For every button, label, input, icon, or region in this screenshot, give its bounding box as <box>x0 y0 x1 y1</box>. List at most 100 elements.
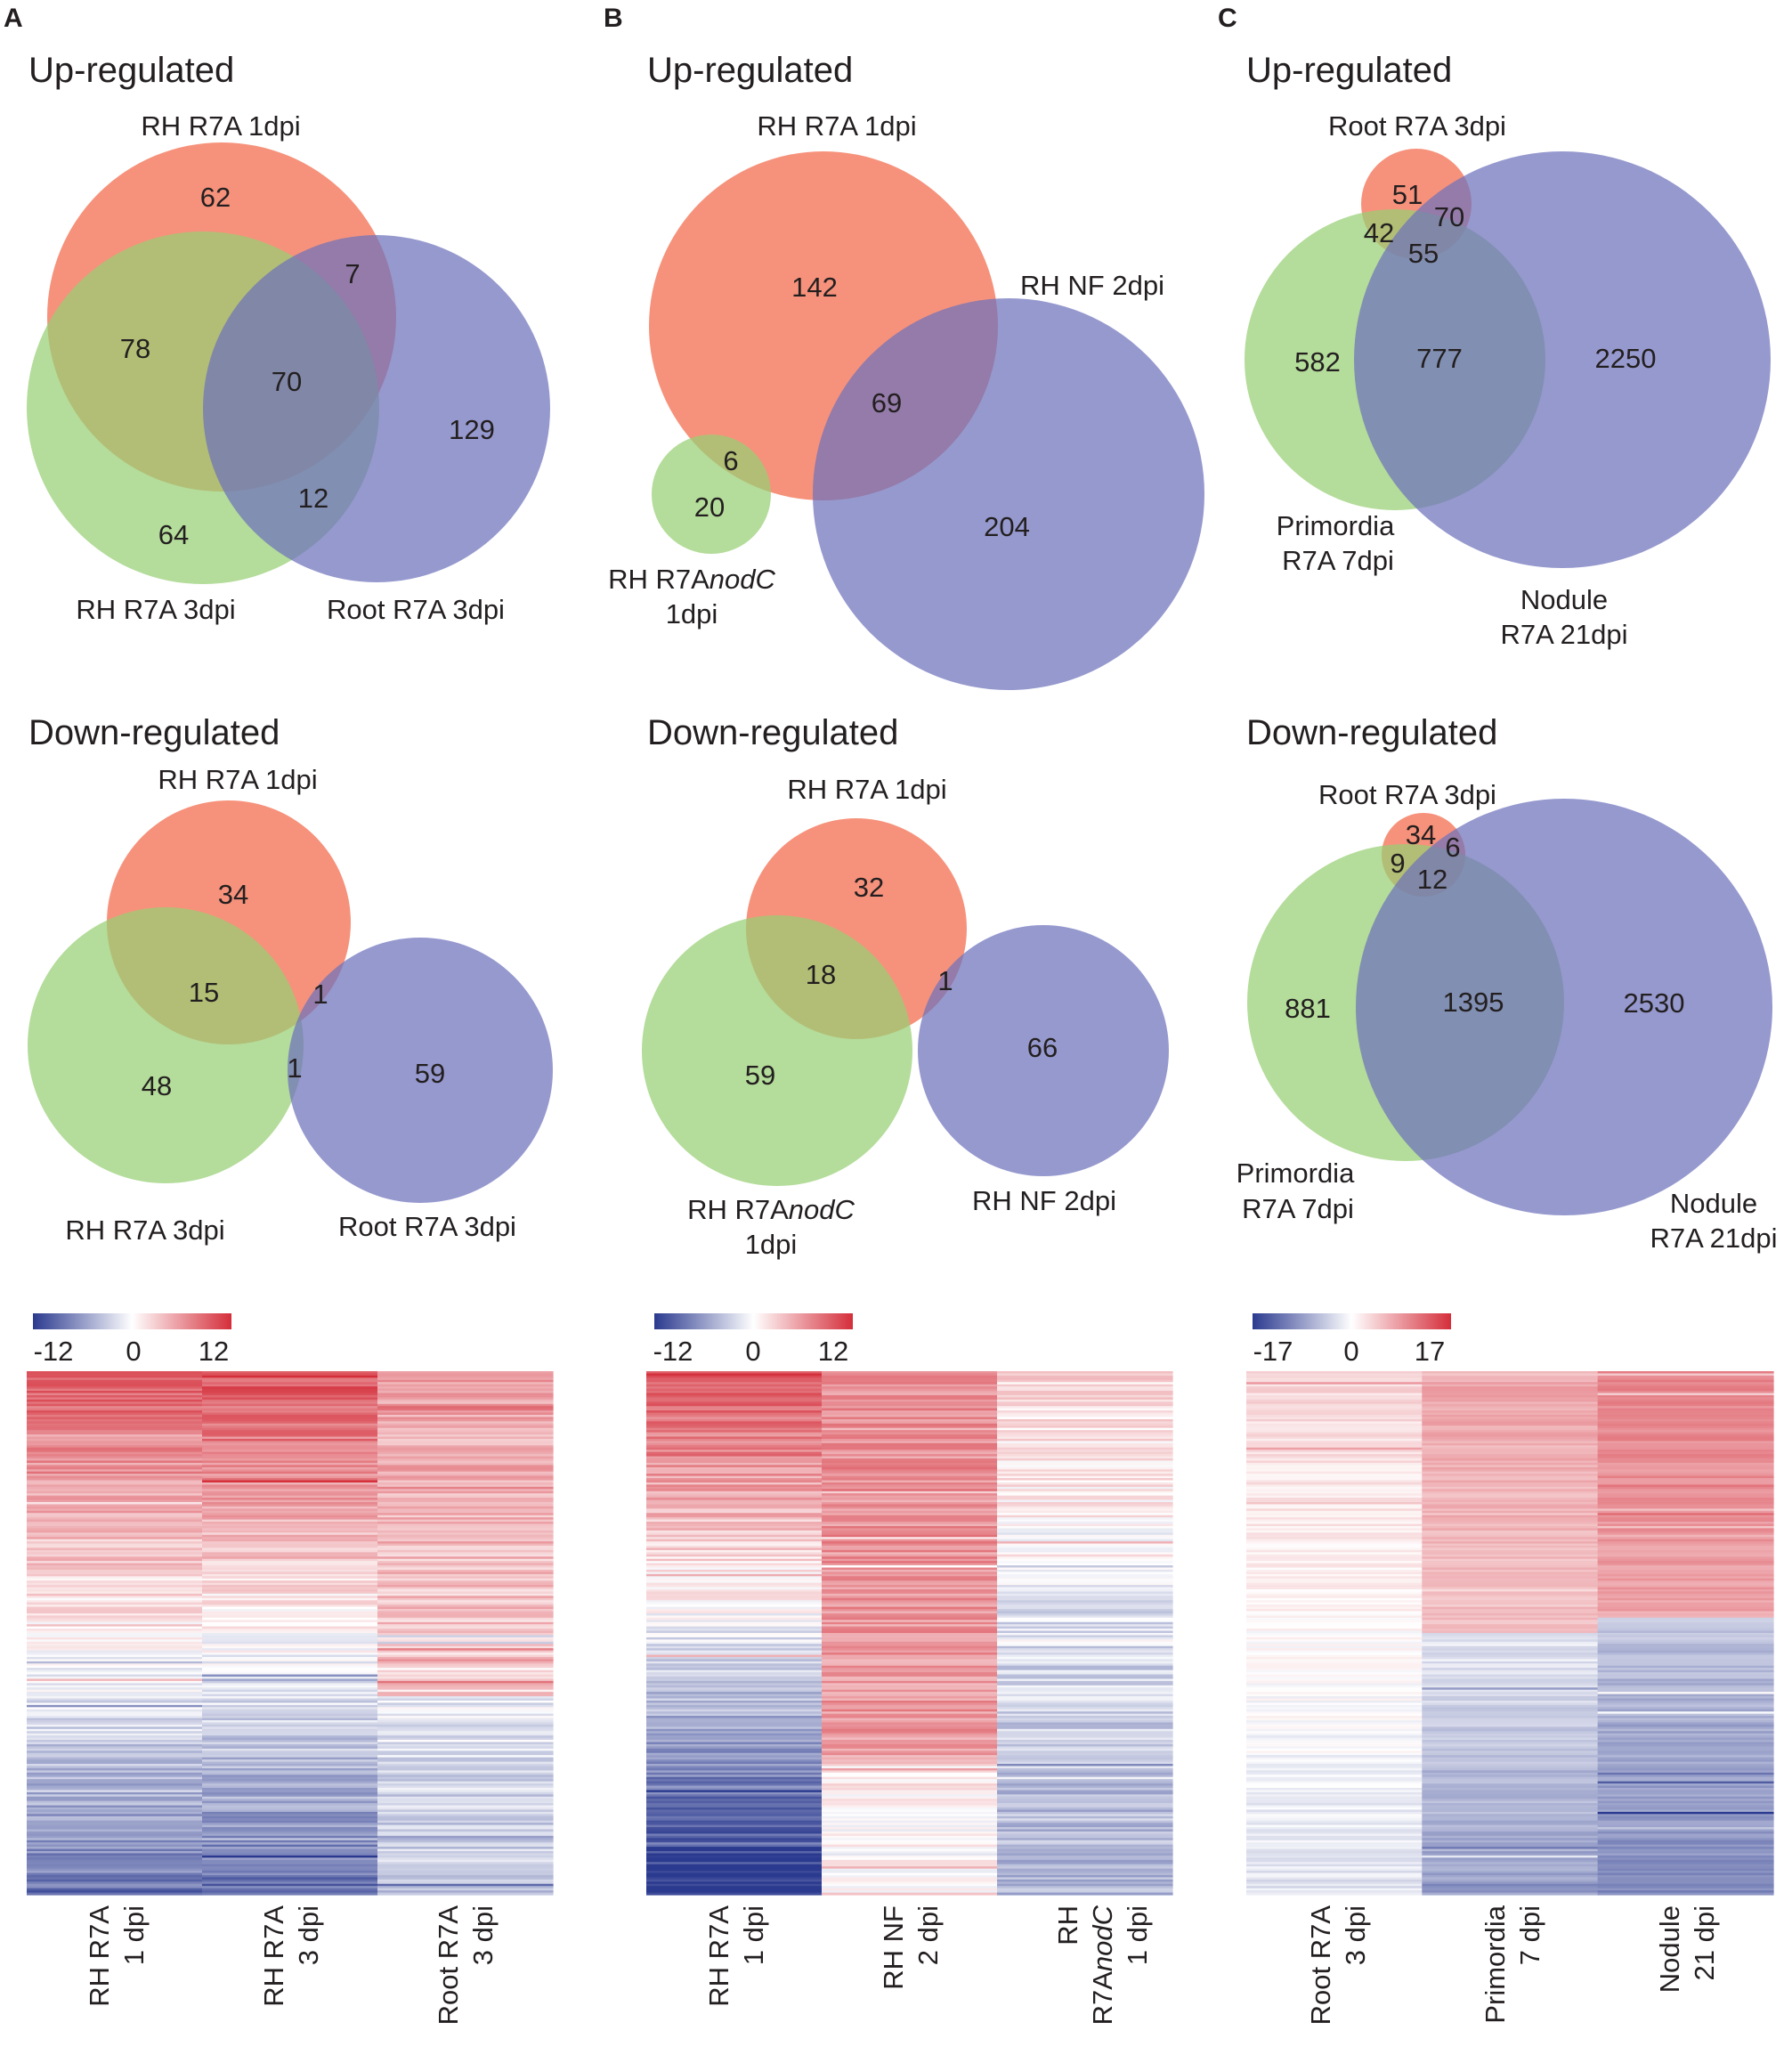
heatmap-cell <box>822 1391 998 1394</box>
heatmap-cell <box>202 1532 378 1536</box>
heatmap-cell <box>1597 1831 1774 1834</box>
heatmap-cell <box>377 1838 554 1841</box>
heatmap-cell <box>646 1653 823 1656</box>
heatmap-cell <box>27 1591 203 1595</box>
venn-b-up: Up-regulated RH R7A 1dpi RH NF 2dpi RH R… <box>608 51 1204 690</box>
heatmap-cell <box>27 1752 203 1756</box>
heatmap-cell <box>1246 1835 1423 1839</box>
heatmap-cell <box>646 1879 823 1882</box>
heatmap-cell <box>1422 1569 1599 1572</box>
heatmap-cell <box>202 1851 378 1855</box>
heatmap-cell <box>202 1781 378 1784</box>
heatmap-cell <box>822 1493 998 1497</box>
heatmap-cell <box>646 1668 823 1671</box>
heatmap-cell <box>1422 1532 1599 1536</box>
heatmap-cell <box>1422 1617 1599 1621</box>
heatmap-cell <box>1422 1580 1599 1584</box>
heatmap-cell <box>1422 1807 1599 1811</box>
heatmap-cell <box>997 1783 1173 1787</box>
heatmap-cell <box>1422 1645 1599 1649</box>
heatmap-cell <box>1422 1620 1599 1623</box>
heatmap-cell <box>202 1502 378 1506</box>
heatmap-cell <box>27 1829 203 1832</box>
heatmap-cell <box>377 1824 554 1828</box>
heatmap-cell <box>1422 1787 1599 1791</box>
heatmap-cell <box>1246 1680 1423 1684</box>
heatmap-cell <box>1422 1827 1599 1831</box>
heatmap-cell <box>997 1508 1173 1512</box>
heatmap-cell <box>822 1648 998 1652</box>
venn-b-up-set2-circle <box>813 298 1204 690</box>
heatmap-cell <box>822 1465 998 1468</box>
heatmap-cell <box>202 1783 378 1787</box>
heatmap-cell <box>1597 1371 1774 1375</box>
heatmap-c-col3-line2: 21 dpi <box>1689 1905 1720 1980</box>
heatmap-cell <box>1246 1506 1423 1509</box>
heatmap-cell <box>646 1772 823 1775</box>
heatmap-cell <box>997 1656 1173 1660</box>
heatmap-cell <box>377 1757 554 1760</box>
heatmap-cell <box>202 1824 378 1828</box>
heatmap-cell <box>27 1805 203 1808</box>
venn-b-down-count: 18 <box>806 959 836 990</box>
heatmap-cell <box>1597 1871 1774 1874</box>
heatmap-cell <box>646 1447 823 1450</box>
heatmap-cell <box>202 1755 378 1759</box>
heatmap-cell <box>27 1515 203 1518</box>
heatmap-cell <box>646 1474 823 1477</box>
heatmap-cell <box>1597 1790 1774 1793</box>
heatmap-cell <box>1422 1635 1599 1638</box>
heatmap-cell <box>1246 1379 1423 1383</box>
heatmap-cell <box>997 1397 1173 1401</box>
heatmap-cell <box>27 1465 203 1468</box>
heatmap-cell <box>997 1740 1173 1743</box>
heatmap-cell <box>27 1668 203 1671</box>
heatmap-cell <box>202 1672 378 1676</box>
heatmap-cell <box>202 1397 378 1401</box>
heatmap-b-column-label: RH R7A 1 dpi <box>703 1905 769 2007</box>
heatmap-cell <box>1422 1629 1599 1632</box>
heatmap-cell <box>202 1456 378 1459</box>
heatmap-c: -17 0 17 Root R7A 3 dpi Primordia 7 dpi … <box>1246 1313 1774 2025</box>
heatmap-cell <box>1246 1442 1423 1446</box>
heatmap-cell <box>1246 1709 1423 1712</box>
heatmap-cell <box>646 1602 823 1605</box>
heatmap-cell <box>997 1589 1173 1593</box>
heatmap-cell <box>377 1696 554 1700</box>
heatmap-cell <box>1597 1746 1774 1750</box>
heatmap-cell <box>1597 1432 1774 1435</box>
heatmap-cell <box>1246 1743 1423 1747</box>
heatmap-cell <box>1597 1844 1774 1848</box>
heatmap-cell <box>1246 1547 1423 1551</box>
heatmap-cell <box>1422 1447 1599 1450</box>
heatmap-cell <box>1246 1582 1423 1586</box>
heatmap-cell <box>822 1615 998 1619</box>
heatmap-cell <box>27 1456 203 1459</box>
heatmap-cell <box>1597 1648 1774 1652</box>
heatmap-cell <box>1246 1844 1423 1848</box>
heatmap-cell <box>646 1493 823 1497</box>
heatmap-cell <box>27 1733 203 1736</box>
heatmap-cell <box>202 1426 378 1429</box>
heatmap-cell <box>1422 1430 1599 1434</box>
heatmap-cell <box>27 1864 203 1867</box>
heatmap-cell <box>1246 1737 1423 1741</box>
heatmap-cell <box>646 1785 823 1789</box>
heatmap-cell <box>1422 1543 1599 1547</box>
venn-a-down-set3-label: Root R7A 3dpi <box>338 1211 516 1242</box>
heatmap-cell <box>1246 1716 1423 1719</box>
heatmap-cell <box>27 1888 203 1891</box>
heatmap-cell <box>1422 1441 1599 1444</box>
heatmap-cell <box>377 1412 554 1416</box>
heatmap-b-scale-max: 12 <box>818 1336 848 1367</box>
heatmap-cell <box>1246 1653 1423 1656</box>
heatmap-cell <box>1597 1466 1774 1470</box>
heatmap-cell <box>27 1742 203 1745</box>
heatmap-cell <box>1422 1879 1599 1882</box>
venn-b-up-set3-label-part: nodC <box>710 564 776 595</box>
heatmap-cell <box>202 1585 378 1588</box>
heatmap-cell <box>377 1602 554 1605</box>
heatmap-cell <box>1597 1689 1774 1693</box>
heatmap-cell <box>377 1580 554 1584</box>
heatmap-cell <box>202 1883 378 1887</box>
